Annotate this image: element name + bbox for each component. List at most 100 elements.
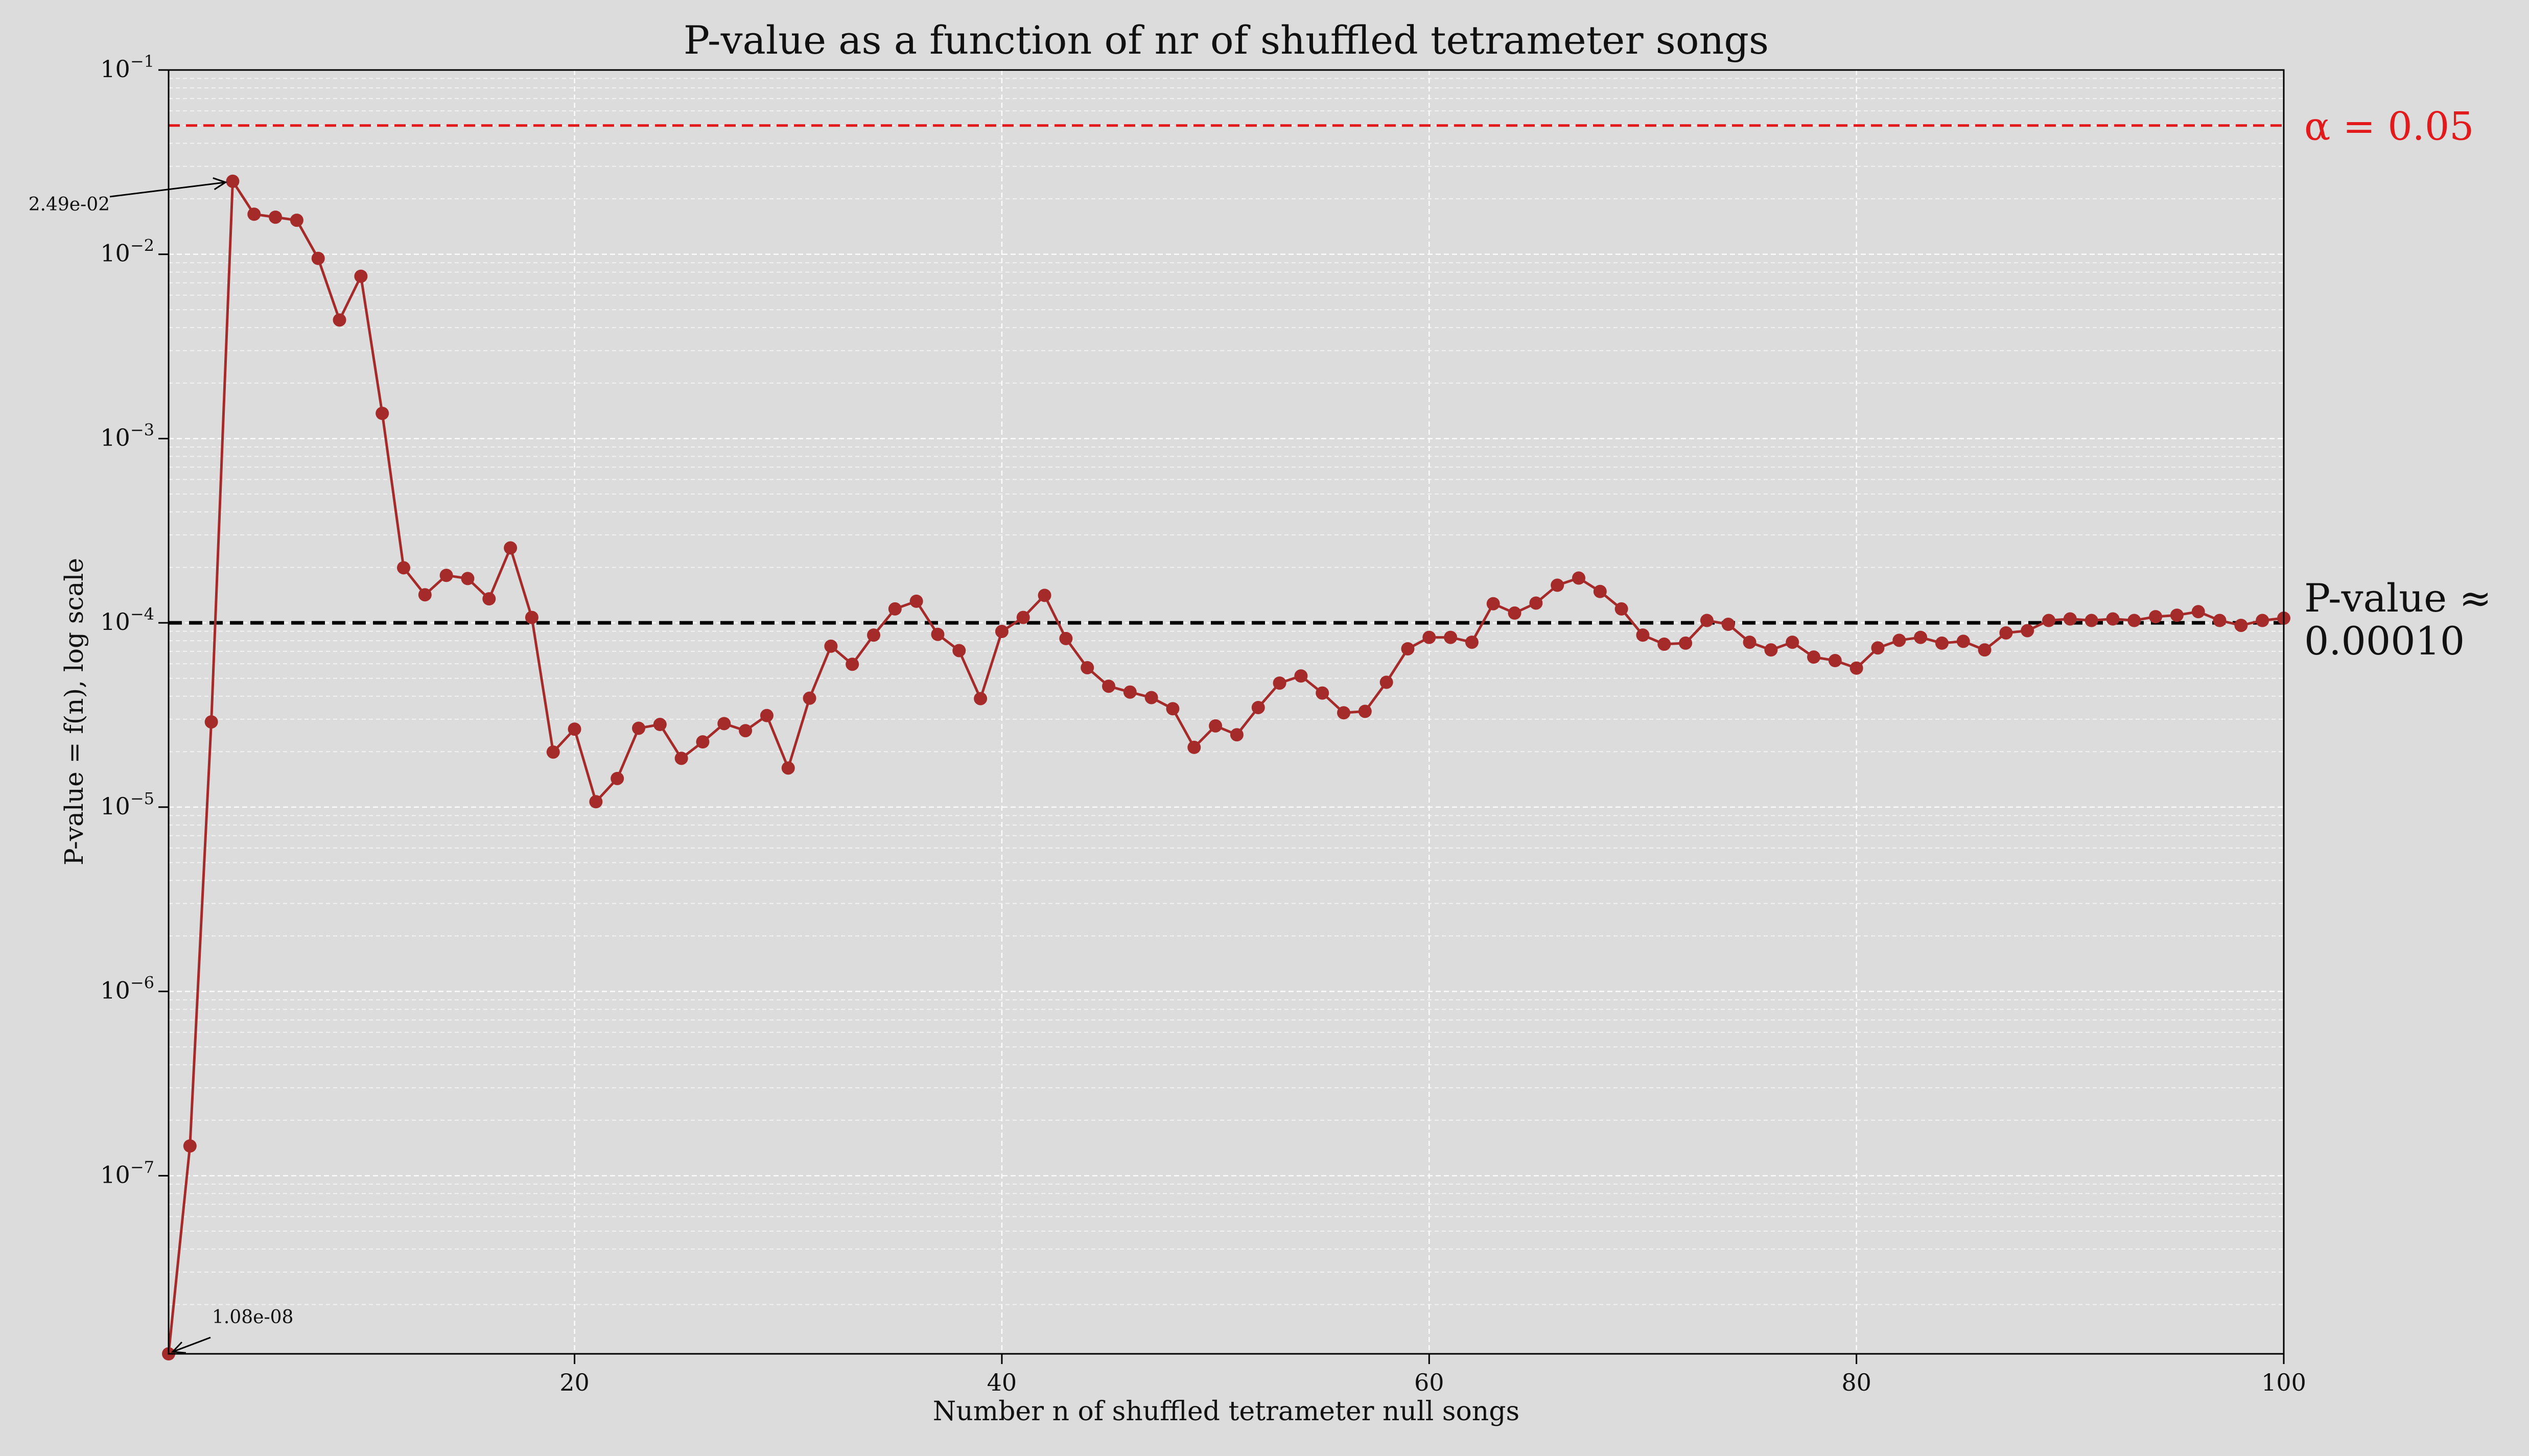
data-point — [1016, 610, 1030, 624]
data-point — [1508, 606, 1521, 620]
data-point — [1337, 706, 1350, 720]
data-point — [482, 592, 496, 606]
y-tick-label: 10−2 — [100, 236, 154, 267]
data-point — [1956, 635, 1970, 648]
y-tick-label: 10−6 — [100, 973, 154, 1004]
data-point — [525, 610, 538, 624]
data-point — [1721, 618, 1735, 631]
data-point — [546, 745, 560, 759]
data-point — [1871, 641, 1885, 655]
data-point — [846, 657, 859, 671]
data-point — [1828, 654, 1842, 668]
x-tick-label: 100 — [2261, 1369, 2306, 1396]
data-point — [1166, 702, 1180, 716]
data-point — [1486, 597, 1500, 610]
data-point — [2106, 612, 2120, 626]
data-point — [2234, 619, 2248, 632]
data-point — [653, 718, 667, 732]
data-point — [504, 541, 518, 555]
data-point — [1892, 633, 1906, 647]
data-point — [1081, 661, 1094, 674]
data-point — [311, 251, 325, 265]
data-point — [568, 722, 581, 736]
data-point — [1144, 691, 1158, 704]
y-tick-label: 10−3 — [100, 420, 154, 451]
data-point — [1743, 636, 1757, 649]
annotation-min-arrow-head — [171, 1342, 186, 1354]
x-tick-label: 80 — [1841, 1369, 1871, 1396]
pvalue-estimate-label-line1: P-value ≈ — [2304, 575, 2492, 621]
data-point — [1294, 669, 1308, 683]
data-point — [1978, 643, 1992, 657]
data-point — [183, 1139, 197, 1153]
data-point — [1636, 628, 1650, 642]
annotation-min-arrow-line — [172, 1336, 211, 1353]
data-point — [888, 602, 902, 616]
data-point — [1764, 643, 1778, 657]
alpha-threshold-label: α = 0.05 — [2304, 104, 2474, 149]
data-point — [696, 735, 710, 749]
data-point — [247, 207, 261, 221]
data-point — [909, 594, 923, 608]
series-line — [167, 180, 2284, 1354]
annotation-max-label: 2.49e-02 — [29, 194, 110, 215]
data-point — [1038, 589, 1051, 602]
data-point — [2127, 614, 2141, 627]
reference-lines: α = 0.05 P-value ≈0.00010 — [169, 104, 2492, 664]
data-point — [2021, 624, 2034, 638]
data-point — [1059, 631, 1073, 645]
x-tick-label: 20 — [559, 1369, 590, 1396]
annotations: 2.49e-02 1.08e-08 — [29, 177, 293, 1354]
data-point — [1316, 686, 1329, 700]
data-point — [824, 639, 838, 653]
annotation-max-arrow-head — [213, 177, 227, 191]
y-tick-label: 10−7 — [100, 1157, 154, 1188]
data-point — [1914, 630, 1928, 644]
data-point — [204, 715, 218, 729]
annotation-min-label: 1.08e-08 — [212, 1307, 293, 1328]
data-point — [2256, 614, 2269, 627]
data-point — [611, 771, 624, 785]
data-point — [290, 214, 303, 227]
data-point — [226, 174, 240, 188]
data-point — [589, 795, 603, 809]
data-point — [2149, 610, 2163, 624]
data-point — [1444, 630, 1458, 644]
data-point — [1230, 728, 1244, 742]
data-point — [1593, 584, 1607, 598]
data-point — [1209, 719, 1223, 733]
data-point — [931, 627, 945, 641]
data-point — [397, 561, 410, 575]
data-point — [781, 761, 795, 775]
data-point — [333, 313, 346, 327]
data-point — [1679, 636, 1693, 650]
pvalue-estimate-label-line2: 0.00010 — [2304, 618, 2465, 664]
grid — [169, 69, 2285, 1354]
data-point — [632, 721, 645, 735]
data-point — [952, 644, 966, 657]
series — [162, 174, 2290, 1360]
y-tick-label: 10−1 — [100, 52, 154, 83]
data-point — [1551, 578, 1564, 592]
data-point — [867, 628, 880, 642]
data-point — [1935, 636, 1949, 650]
y-tick-label: 10−4 — [100, 604, 154, 636]
x-tick-label: 60 — [1414, 1369, 1444, 1396]
ticks: 10−1 10−2 10−3 10−4 10−5 10−6 10−7 20 40 60 80 100 — [100, 52, 2306, 1396]
data-point — [2191, 605, 2205, 619]
data-point — [717, 717, 731, 731]
data-point — [1102, 679, 1115, 693]
y-tick-label: 10−5 — [100, 789, 154, 820]
x-axis-label: Number n of shuffled tetrameter null son… — [933, 1396, 1519, 1427]
data-point — [803, 691, 816, 705]
data-point — [995, 625, 1009, 639]
data-point — [1700, 614, 1714, 627]
plot-frame — [168, 69, 2285, 1355]
data-point — [1379, 675, 1393, 689]
data-point — [1251, 700, 1265, 714]
data-point — [1572, 571, 1585, 585]
data-point — [461, 572, 475, 585]
data-point — [1529, 596, 1543, 610]
data-point — [439, 569, 453, 582]
